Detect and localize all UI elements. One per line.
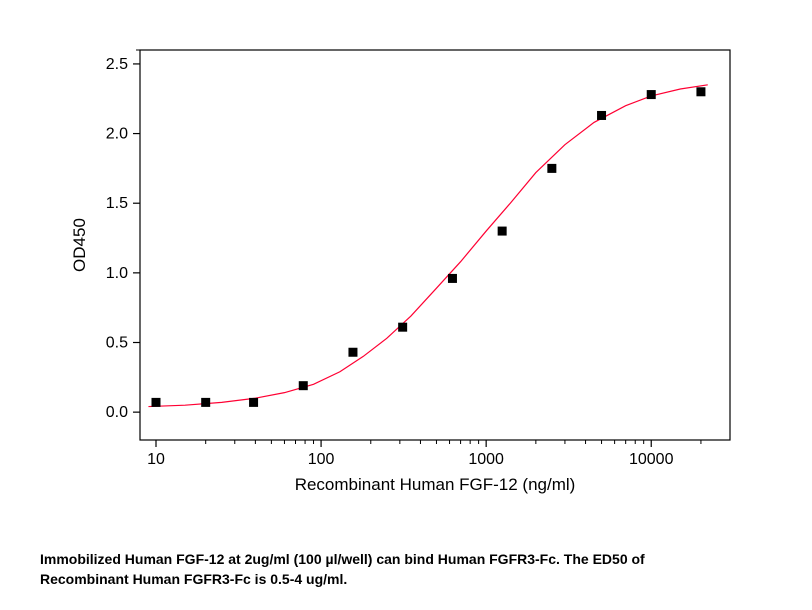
svg-text:10: 10: [147, 451, 165, 468]
svg-text:2.5: 2.5: [106, 56, 128, 73]
svg-text:0.0: 0.0: [106, 404, 128, 421]
chart-svg: 0.0 0.5 1.0 1.5 2.0 2.5 10 100 1000 10000 Recombin…: [60, 30, 750, 510]
figure-caption: Immobilized Human FGF-12 at 2ug/ml (100 …: [40, 550, 780, 589]
svg-text:1.0: 1.0: [106, 265, 128, 282]
svg-text:Recombinant Human FGF-12 (ng/m: Recombinant Human FGF-12 (ng/ml): [295, 475, 576, 494]
svg-text:2.0: 2.0: [106, 126, 128, 143]
caption-line-2: Recombinant Human FGFR3-Fc is 0.5-4 ug/m…: [40, 571, 347, 587]
svg-text:OD450: OD450: [70, 218, 89, 272]
svg-text:1000: 1000: [468, 451, 504, 468]
svg-text:10000: 10000: [629, 451, 674, 468]
svg-text:0.5: 0.5: [106, 335, 128, 352]
caption-line-1: Immobilized Human FGF-12 at 2ug/ml (100 …: [40, 551, 645, 567]
svg-text:100: 100: [308, 451, 335, 468]
binding-curve-chart: 0.0 0.5 1.0 1.5 2.0 2.5 10 100 1000 10000 Recombin…: [60, 30, 750, 510]
svg-text:1.5: 1.5: [106, 195, 128, 212]
